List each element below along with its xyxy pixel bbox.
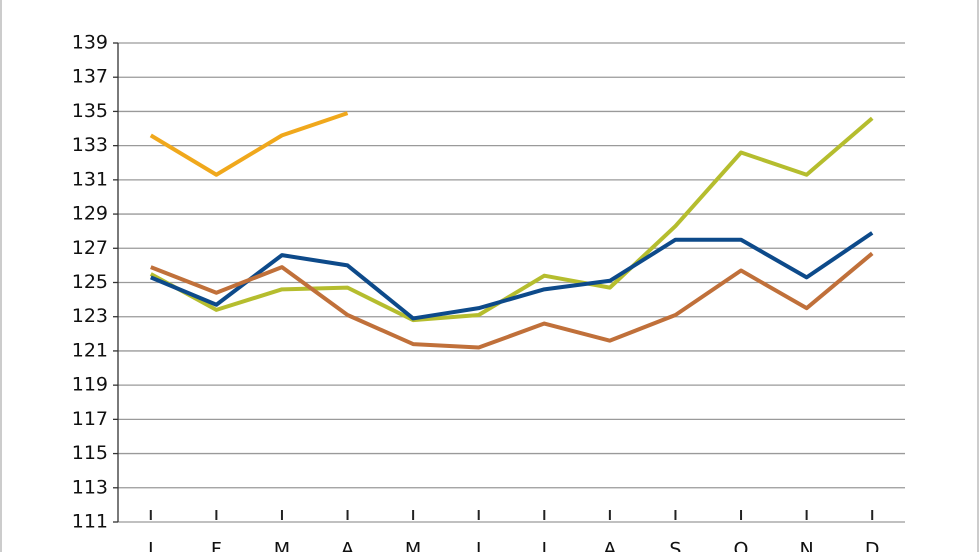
x-tick-label: J — [147, 539, 154, 552]
x-tick-label: A — [341, 539, 354, 552]
series-line — [150, 231, 874, 321]
y-tick-label: 127 — [72, 237, 108, 259]
y-tick-label: 131 — [72, 168, 108, 190]
x-tick-label: O — [734, 539, 749, 552]
x-tick-label: N — [800, 539, 814, 552]
y-tick-label: 121 — [72, 339, 108, 361]
y-tick-label: 119 — [72, 374, 108, 396]
y-tick-label: 115 — [72, 442, 108, 464]
x-tick-label: M — [274, 539, 290, 552]
x-tick-label: J — [540, 539, 547, 552]
series-line — [149, 116, 874, 323]
y-tick-label: 135 — [72, 100, 108, 122]
x-tick-label: J — [475, 539, 482, 552]
y-tick-label: 137 — [72, 66, 108, 88]
y-tick-label: 113 — [72, 476, 108, 498]
y-tick-label: 123 — [72, 305, 108, 327]
y-tick-label: 133 — [72, 134, 108, 156]
x-tick-label: M — [405, 539, 421, 552]
series-line — [150, 251, 874, 350]
y-tick-label: 111 — [72, 511, 108, 533]
x-tick-label: A — [603, 539, 616, 552]
y-tick-label: 139 — [72, 32, 108, 54]
y-tick-label: 125 — [72, 271, 108, 293]
y-tick-label: 129 — [72, 203, 108, 225]
x-tick-label: F — [211, 539, 222, 552]
y-tick-label: 117 — [72, 408, 108, 430]
x-tick-label: S — [669, 539, 681, 552]
series-line — [149, 111, 349, 177]
x-tick-label: D — [865, 539, 880, 552]
